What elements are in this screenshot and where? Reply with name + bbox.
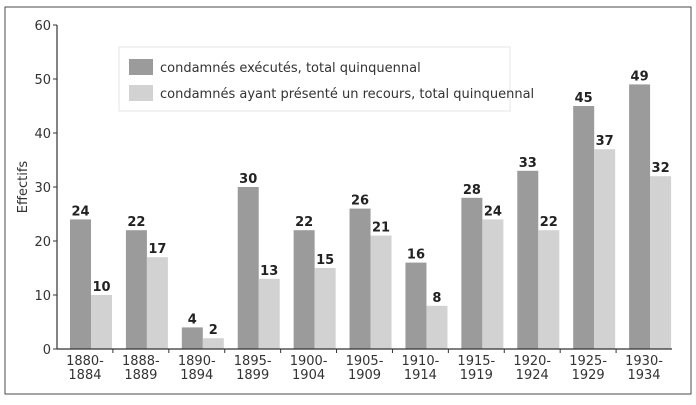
data-label: 16 [407, 248, 425, 263]
data-label: 8 [432, 291, 441, 306]
bar-recours [426, 305, 448, 349]
data-label: 22 [295, 215, 313, 230]
y-tick-label: 60 [34, 19, 51, 34]
bar-executes [629, 84, 651, 350]
data-label: 32 [652, 161, 670, 176]
legend: condamnés exécutés, total quinquennal co… [118, 46, 534, 112]
bar-recours [202, 338, 224, 349]
legend-label-recours: condamnés ayant présenté un recours, tot… [160, 87, 534, 102]
y-tick-label: 30 [34, 181, 51, 196]
bar-recours [370, 235, 392, 349]
bar-recours [482, 219, 504, 349]
bar-recours [314, 268, 336, 349]
data-label: 4 [188, 312, 197, 327]
bar-executes [293, 230, 315, 349]
data-label: 13 [260, 264, 278, 279]
y-tick-label: 20 [34, 235, 51, 250]
bar-executes [573, 106, 595, 349]
data-label: 21 [372, 221, 390, 236]
data-label: 45 [575, 91, 593, 106]
data-label: 28 [463, 183, 481, 198]
bar-executes [237, 187, 259, 349]
legend-label-executes: condamnés exécutés, total quinquennal [160, 61, 421, 76]
bar-executes [70, 219, 91, 349]
data-label: 15 [316, 253, 334, 268]
data-label: 2 [209, 323, 218, 338]
bar-executes [461, 197, 483, 349]
x-tick-label: 1930-1934 [625, 354, 663, 383]
bar-recours [650, 176, 672, 349]
x-tick-label: 1915-1919 [457, 354, 495, 383]
x-tick-label: 1920-1924 [513, 354, 551, 383]
data-label: 24 [71, 204, 89, 219]
bar-recours [258, 278, 280, 349]
bar-recours [594, 149, 616, 349]
y-axis-ticks: 0 10 20 30 40 50 60 [34, 19, 57, 358]
legend-swatch-executes [129, 59, 153, 75]
data-labels: 2410221742301322152621168282433224537493… [71, 69, 669, 338]
y-tick-label: 50 [34, 73, 51, 88]
data-label: 37 [596, 134, 614, 149]
x-axis-labels: 1880-1884 1888-1889 1890-1894 1895-1899 1900… [66, 349, 663, 383]
y-tick-label: 40 [34, 127, 51, 142]
data-label: 22 [540, 215, 558, 230]
bar-executes [405, 262, 427, 349]
bar-executes [125, 230, 147, 349]
data-label: 30 [239, 172, 257, 187]
x-tick-label: 1905-1909 [346, 354, 384, 383]
data-label: 17 [148, 242, 166, 257]
bar-recours [91, 295, 112, 349]
x-tick-label: 1888-1889 [122, 354, 160, 383]
x-tick-label: 1925-1929 [569, 354, 607, 383]
legend-swatch-recours [129, 85, 153, 101]
data-label: 33 [519, 156, 537, 171]
x-tick-label: 1910-1914 [402, 354, 440, 383]
data-label: 49 [631, 69, 649, 84]
bar-recours [146, 257, 168, 349]
y-axis-title: Effectifs [16, 161, 31, 214]
x-tick-label: 1895-1899 [234, 354, 272, 383]
data-label: 26 [351, 194, 369, 209]
data-label: 10 [92, 280, 110, 295]
data-label: 24 [484, 204, 502, 219]
bar-executes [181, 327, 203, 349]
data-label: 22 [127, 215, 145, 230]
y-tick-label: 0 [43, 343, 51, 358]
bar-recours [538, 230, 560, 349]
bar-executes [349, 208, 371, 349]
x-tick-label: 1890-1894 [178, 354, 216, 383]
bar-executes [517, 170, 539, 349]
legend-box [118, 46, 511, 112]
x-tick-label: 1880-1884 [66, 354, 104, 383]
bars [70, 84, 672, 350]
x-tick-label: 1900-1904 [290, 354, 328, 383]
y-tick-label: 10 [34, 289, 51, 304]
